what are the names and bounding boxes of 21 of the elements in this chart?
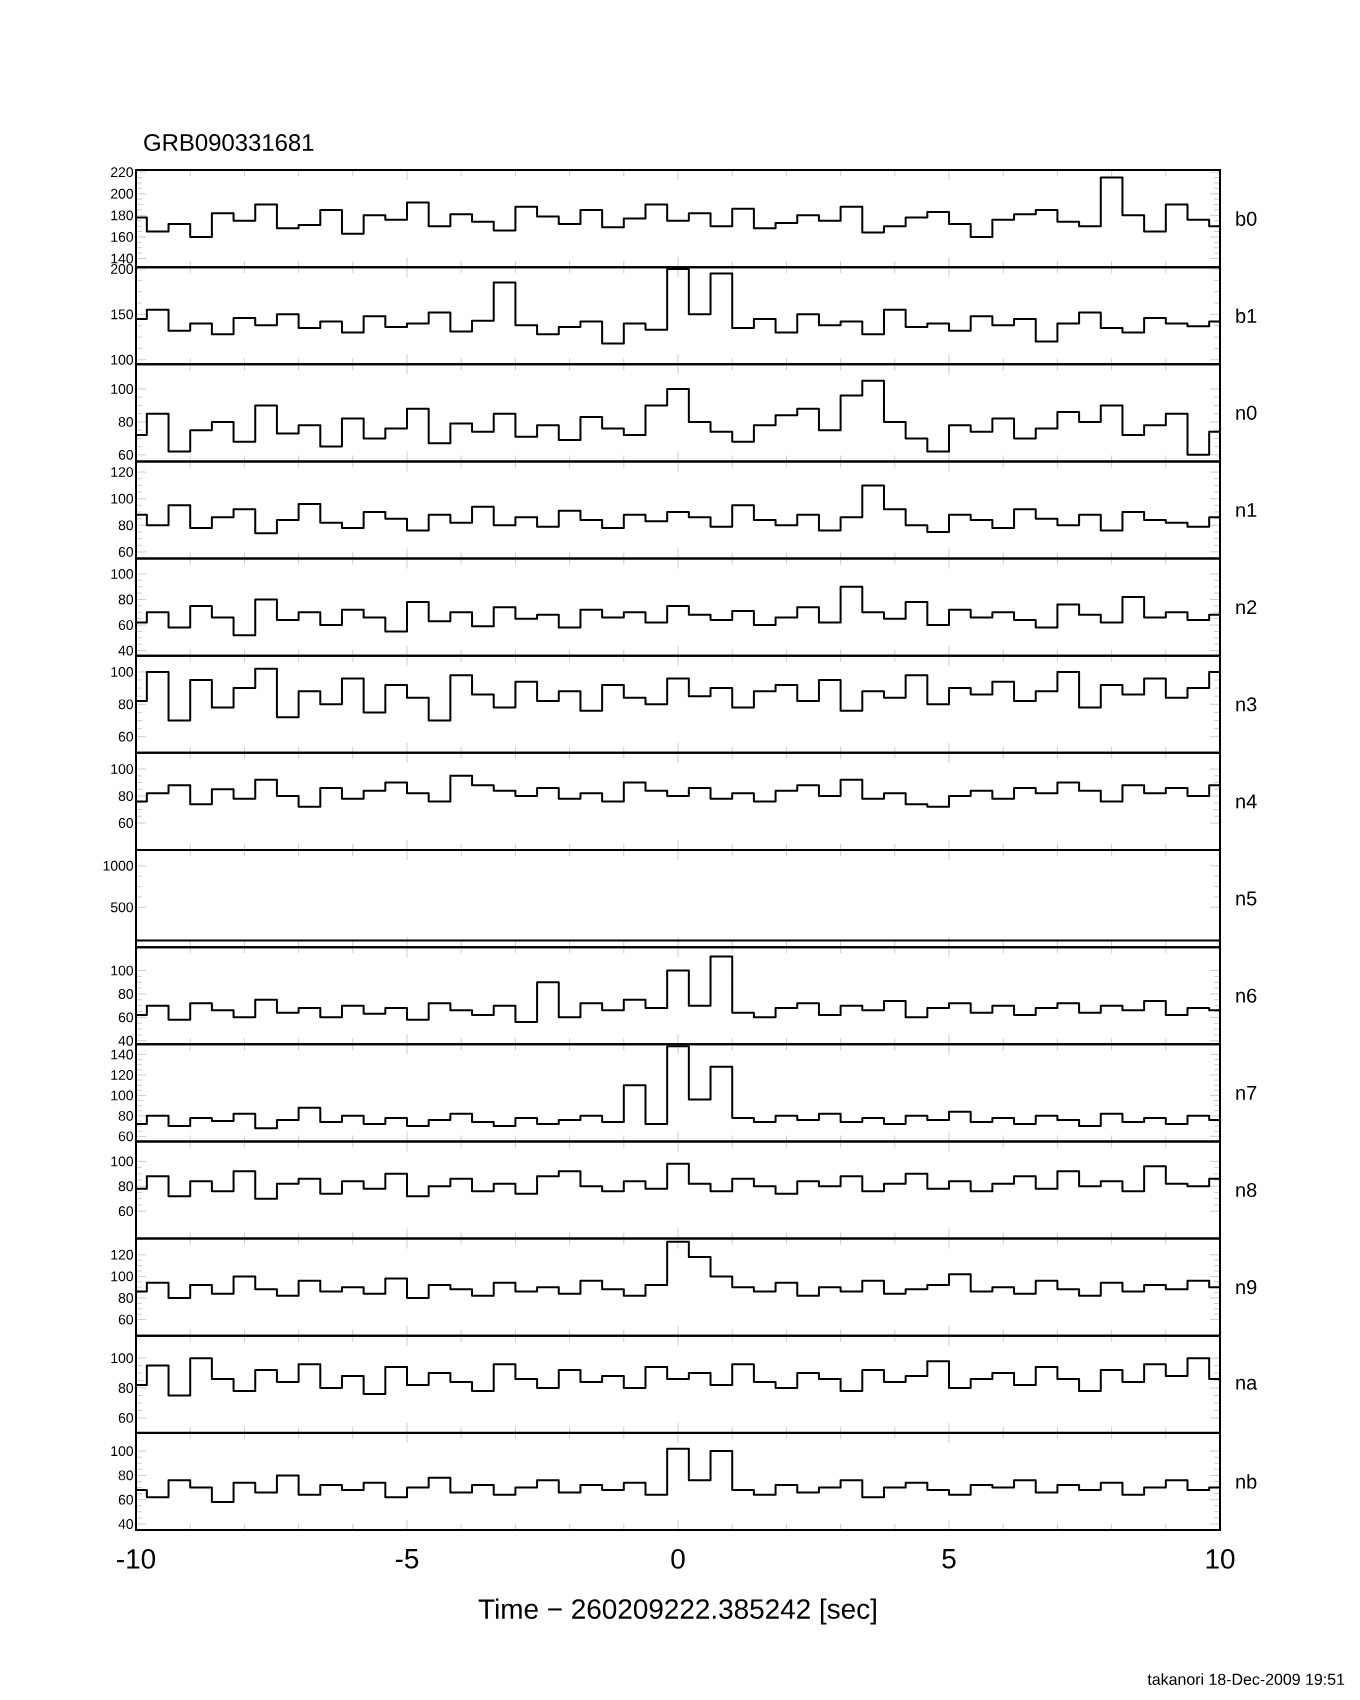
y-axis-title: n7 xyxy=(1236,1086,1257,1100)
y-axis-title: n6 xyxy=(1236,988,1257,1003)
y-axis-title: n3 xyxy=(1236,697,1257,712)
x-axis-title: Time − 260209222.385242 [sec] xyxy=(478,1598,876,1625)
y-axis-title: na xyxy=(1236,1378,1258,1390)
x-tick-label: 5 xyxy=(942,1549,956,1569)
y-axis-title: n2 xyxy=(1236,600,1257,615)
y-axis-title: n5 xyxy=(1236,891,1257,906)
y-axis-title: n0 xyxy=(1236,405,1257,420)
x-tick-label: -10 xyxy=(117,1549,156,1569)
chart-title: GRB090331681 xyxy=(144,134,314,151)
x-tick-label: 0 xyxy=(671,1549,685,1569)
y-axis-title: b1 xyxy=(1236,308,1257,324)
y-axis-title: n4 xyxy=(1236,794,1257,809)
y-axis-title: nb xyxy=(1236,1474,1257,1489)
y-axis-title: n1 xyxy=(1236,503,1257,517)
x-tick-label: 10 xyxy=(1206,1549,1235,1569)
y-axis-title: n9 xyxy=(1236,1280,1257,1295)
y-axis-title: n8 xyxy=(1236,1182,1257,1198)
x-tick-label: -5 xyxy=(395,1549,419,1569)
y-axis-title: b0 xyxy=(1236,211,1257,226)
